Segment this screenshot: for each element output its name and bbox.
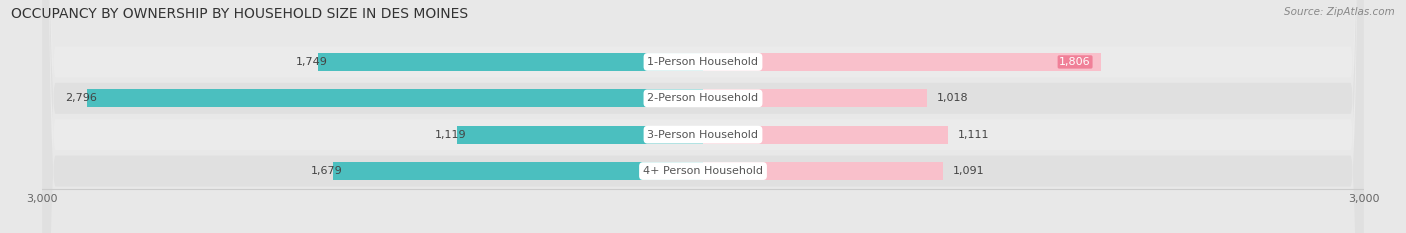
Text: 1,806: 1,806 bbox=[1059, 57, 1091, 67]
FancyBboxPatch shape bbox=[42, 0, 1364, 233]
FancyBboxPatch shape bbox=[42, 0, 1364, 233]
Text: 1,749: 1,749 bbox=[295, 57, 328, 67]
Text: 2-Person Household: 2-Person Household bbox=[647, 93, 759, 103]
Bar bbox=[333, 162, 703, 180]
Text: 2,796: 2,796 bbox=[65, 93, 97, 103]
FancyBboxPatch shape bbox=[42, 0, 1364, 233]
Text: 1,111: 1,111 bbox=[957, 130, 990, 140]
Text: 3-Person Household: 3-Person Household bbox=[648, 130, 758, 140]
Text: 4+ Person Household: 4+ Person Household bbox=[643, 166, 763, 176]
Bar bbox=[703, 89, 927, 107]
Text: OCCUPANCY BY OWNERSHIP BY HOUSEHOLD SIZE IN DES MOINES: OCCUPANCY BY OWNERSHIP BY HOUSEHOLD SIZE… bbox=[11, 7, 468, 21]
Text: 1,119: 1,119 bbox=[434, 130, 467, 140]
Text: 1,679: 1,679 bbox=[311, 166, 343, 176]
Bar bbox=[457, 126, 703, 144]
Bar bbox=[318, 53, 703, 71]
Bar bbox=[703, 126, 948, 144]
Text: Source: ZipAtlas.com: Source: ZipAtlas.com bbox=[1284, 7, 1395, 17]
Bar bbox=[703, 53, 1101, 71]
Text: 1,018: 1,018 bbox=[938, 93, 969, 103]
FancyBboxPatch shape bbox=[42, 0, 1364, 233]
Text: 1,091: 1,091 bbox=[953, 166, 984, 176]
Text: 1-Person Household: 1-Person Household bbox=[648, 57, 758, 67]
Bar bbox=[703, 162, 943, 180]
Bar bbox=[87, 89, 703, 107]
